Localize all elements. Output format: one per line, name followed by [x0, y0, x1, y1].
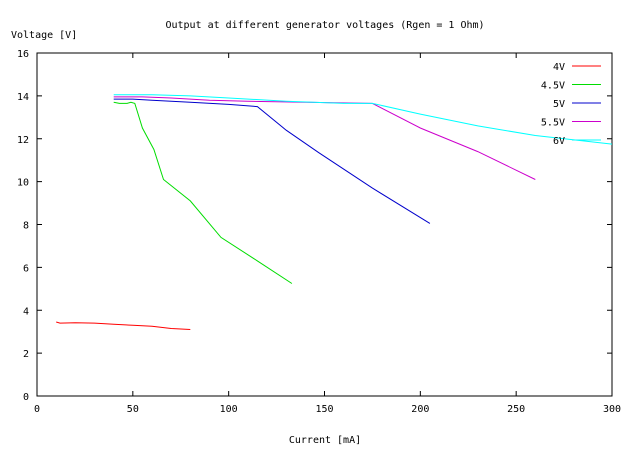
plot-frame — [36, 52, 613, 397]
series-line-5v — [113, 98, 431, 224]
x-tick-label: 150 — [315, 404, 333, 415]
x-tick-label: 0 — [34, 404, 40, 415]
x-tick-label: 250 — [507, 404, 525, 415]
legend: 4V 4.5V 5V 5.5V 6V — [541, 62, 601, 147]
series-line-5-5v — [113, 96, 536, 180]
legend-label: 5V — [553, 99, 565, 110]
x-axis-label: Current [mA] — [289, 435, 361, 446]
axis-ticks: 0 50 100 150 200 250 300 0 2 4 6 8 10 12 14 16 — [17, 49, 621, 415]
y-tick-label: 16 — [17, 49, 29, 60]
y-tick-label: 12 — [17, 135, 29, 146]
y-tick-label: 8 — [23, 221, 29, 232]
x-tick-label: 300 — [603, 404, 621, 415]
y-tick-label: 14 — [17, 92, 29, 103]
legend-label: 5.5V — [541, 118, 565, 129]
y-tick-label: 0 — [23, 392, 29, 403]
y-tick-label: 4 — [23, 306, 29, 317]
legend-label: 6V — [553, 136, 565, 147]
x-tick-label: 50 — [127, 404, 139, 415]
series-lines — [56, 94, 613, 330]
series-line-4-5v — [113, 101, 293, 284]
y-tick-label: 2 — [23, 349, 29, 360]
series-line-4v — [56, 321, 191, 330]
series-line-6v — [113, 94, 613, 145]
y-tick-label: 10 — [17, 178, 29, 189]
legend-label: 4V — [553, 62, 565, 73]
chart-title: Output at different generator voltages (… — [165, 20, 484, 31]
legend-label: 4.5V — [541, 81, 565, 92]
y-axis-label: Voltage [V] — [11, 30, 77, 41]
x-tick-label: 200 — [411, 404, 429, 415]
y-tick-label: 6 — [23, 263, 29, 274]
x-tick-label: 100 — [220, 404, 238, 415]
